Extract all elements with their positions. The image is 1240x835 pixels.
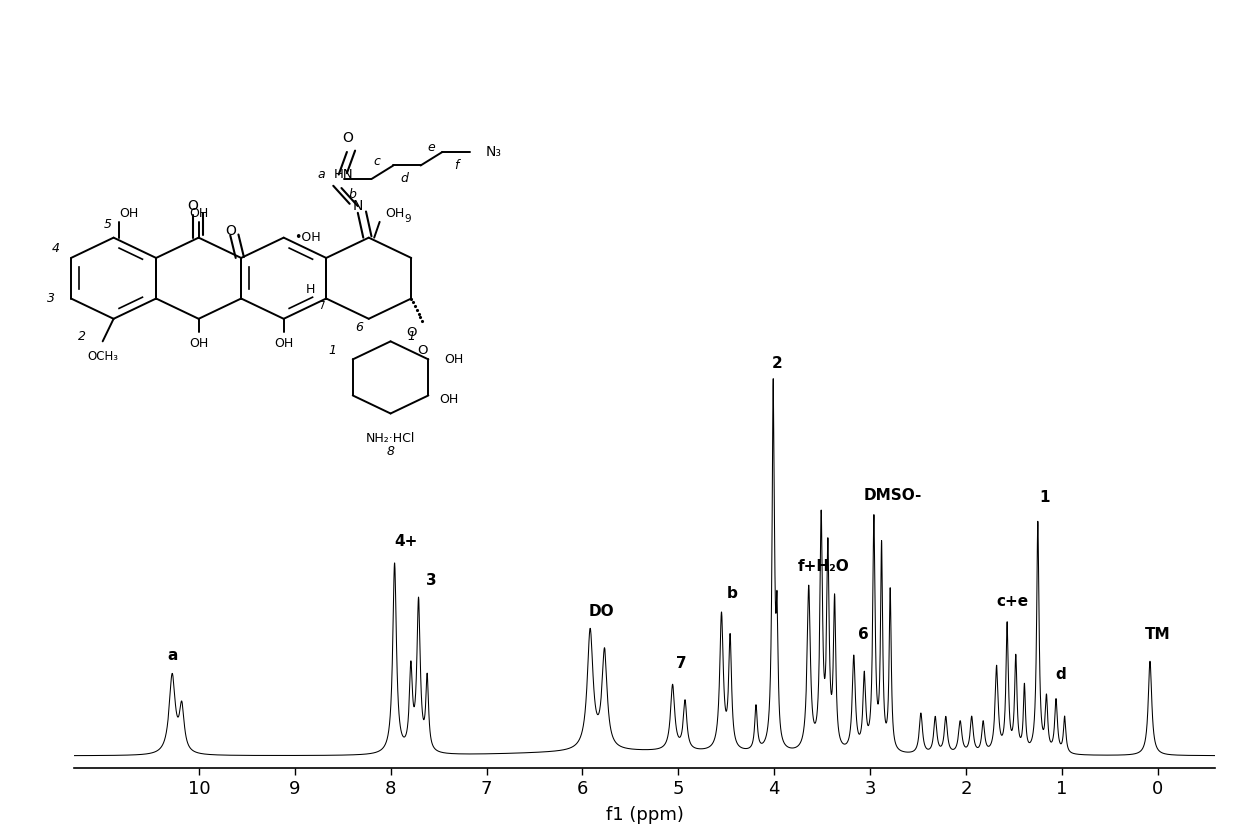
Text: e: e	[428, 141, 435, 154]
Text: 4: 4	[52, 242, 61, 256]
Text: HN: HN	[334, 168, 353, 181]
Text: 2: 2	[78, 331, 87, 343]
Text: a: a	[167, 648, 177, 663]
Text: 4+: 4+	[394, 534, 418, 549]
Text: d: d	[1055, 667, 1066, 682]
Text: OH: OH	[188, 206, 208, 220]
Text: N: N	[352, 199, 363, 213]
Text: O: O	[187, 199, 198, 213]
Text: O: O	[418, 344, 428, 357]
Text: OH: OH	[439, 393, 459, 407]
Text: OH: OH	[119, 206, 139, 220]
Text: OCH₃: OCH₃	[87, 351, 118, 363]
Text: 1: 1	[407, 331, 415, 343]
Text: 3: 3	[47, 292, 55, 305]
Text: a: a	[317, 168, 325, 181]
Text: 7: 7	[317, 301, 325, 311]
Text: b: b	[727, 585, 738, 600]
Text: OH: OH	[188, 337, 208, 350]
Text: NH₂·HCl: NH₂·HCl	[366, 432, 415, 444]
Text: OH: OH	[386, 206, 404, 220]
Text: O: O	[224, 224, 236, 238]
Text: 8: 8	[387, 445, 394, 458]
Text: c+e: c+e	[996, 594, 1028, 609]
Text: TM: TM	[1145, 627, 1171, 642]
Text: •OH: •OH	[294, 231, 321, 245]
Text: 3: 3	[425, 573, 436, 588]
Text: H: H	[306, 283, 315, 296]
Text: O: O	[342, 131, 353, 145]
Text: b: b	[348, 188, 356, 201]
X-axis label: f1 (ppm): f1 (ppm)	[606, 807, 683, 824]
Text: DMSO-: DMSO-	[864, 488, 923, 504]
Text: 5: 5	[104, 218, 112, 230]
Text: c: c	[373, 154, 381, 168]
Text: DO: DO	[589, 605, 615, 620]
Text: 1: 1	[329, 344, 336, 357]
Text: 6: 6	[858, 627, 869, 642]
Text: 9: 9	[404, 214, 410, 224]
Text: 2: 2	[771, 356, 782, 371]
Text: N₃: N₃	[486, 145, 502, 159]
Text: OH: OH	[274, 337, 294, 350]
Text: d: d	[401, 172, 408, 185]
Text: 6: 6	[356, 321, 363, 334]
Text: 7: 7	[676, 656, 687, 671]
Text: O: O	[405, 326, 417, 338]
Text: f: f	[454, 159, 459, 172]
Text: OH: OH	[445, 353, 464, 366]
Text: f+H₂O: f+H₂O	[799, 559, 849, 574]
Text: 1: 1	[1039, 490, 1050, 505]
